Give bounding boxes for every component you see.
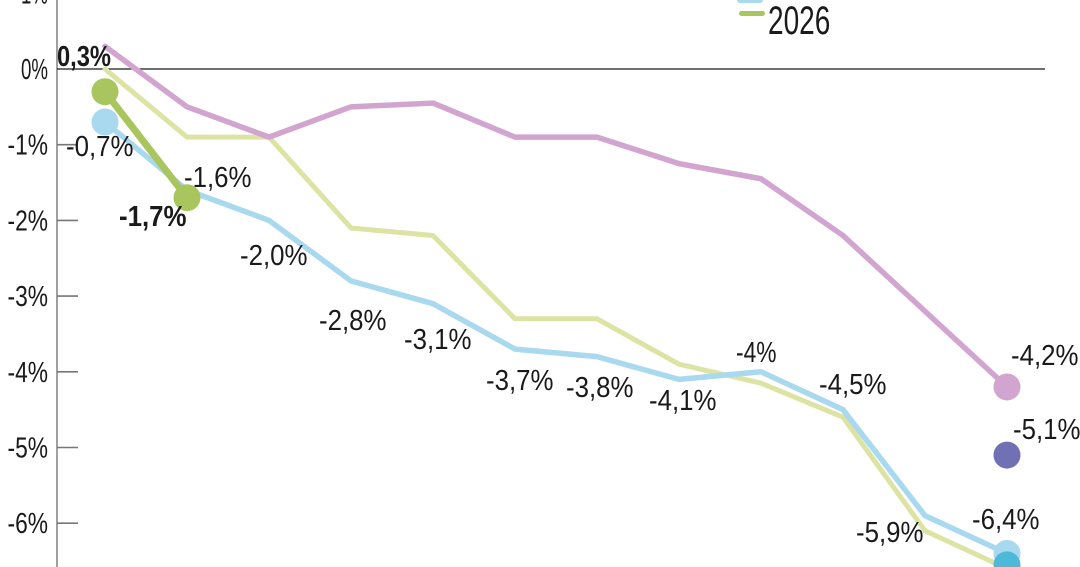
y-tick-label: -1% bbox=[8, 130, 49, 162]
y-tick-label: 0% bbox=[21, 54, 48, 86]
end-dot-indigo bbox=[993, 441, 1021, 469]
y-tick-label: -6% bbox=[8, 508, 49, 540]
series-line-khaki bbox=[102, 66, 1009, 567]
data-label: -1,6% bbox=[184, 162, 252, 194]
data-label: -1,7% bbox=[119, 201, 187, 233]
data-label: -4,5% bbox=[819, 369, 887, 401]
end-dot-teal bbox=[993, 551, 1021, 567]
series-line-olive-green bbox=[101, 88, 191, 202]
y-tick-label: -4% bbox=[8, 357, 49, 389]
data-label: -3,7% bbox=[486, 365, 554, 397]
series-dot-light-blue bbox=[91, 108, 119, 136]
legend-swatch bbox=[737, 0, 763, 3]
data-label: -2,8% bbox=[319, 305, 387, 337]
series-dot-olive-green bbox=[91, 78, 119, 106]
data-label: -4% bbox=[736, 337, 777, 369]
series-line-pink bbox=[102, 43, 1010, 390]
data-label: -0,7% bbox=[66, 131, 134, 163]
legend-label: 2026 bbox=[768, 0, 831, 43]
data-label: -3,8% bbox=[566, 372, 634, 404]
y-tick-label: -2% bbox=[8, 205, 49, 237]
data-label: -5,9% bbox=[856, 517, 924, 549]
data-label: -6,4% bbox=[972, 504, 1040, 536]
series-dot-pink bbox=[993, 373, 1021, 401]
data-label: -4,2% bbox=[1011, 340, 1079, 372]
data-label: -5,1% bbox=[1013, 414, 1080, 446]
data-label: -4,1% bbox=[649, 385, 717, 417]
y-tick-label: -3% bbox=[8, 281, 49, 313]
data-label: 0,3% bbox=[57, 41, 111, 73]
y-tick-label: 1% bbox=[21, 0, 48, 10]
data-label: -2,0% bbox=[240, 240, 308, 272]
legend-swatch bbox=[739, 11, 765, 16]
y-tick-label: -5% bbox=[8, 433, 49, 465]
series-dot-olive-green bbox=[173, 184, 201, 212]
data-label: -3,1% bbox=[404, 324, 472, 356]
series-line-light-blue bbox=[102, 119, 1010, 557]
